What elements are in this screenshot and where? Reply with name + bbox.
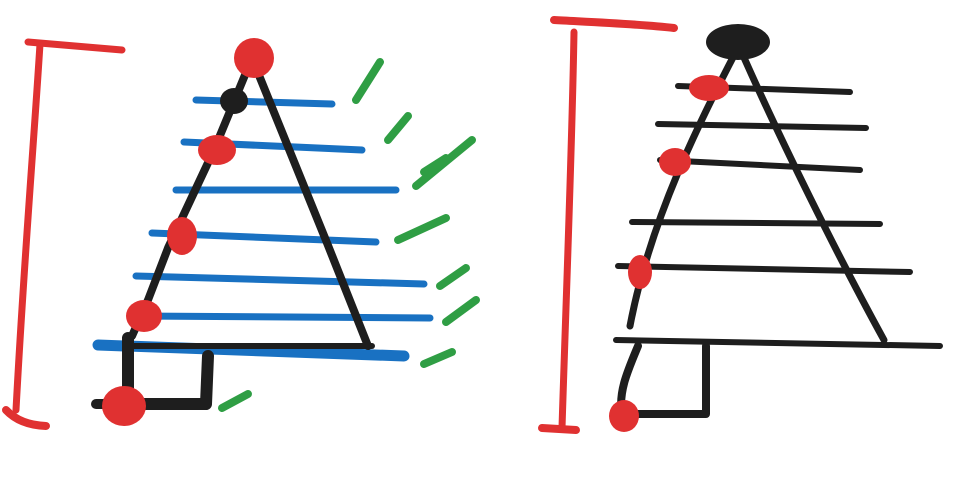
green-mark-4 <box>394 214 450 244</box>
left-dot-top <box>234 38 274 78</box>
green-mark-5 <box>436 264 470 290</box>
green-mark-1 <box>352 58 384 104</box>
right-dot-3 <box>628 255 652 289</box>
left-rung-1 <box>192 96 336 108</box>
right-rung-base <box>613 337 943 349</box>
right-tree-outline <box>617 40 888 418</box>
right-bracket-vertical <box>558 28 578 432</box>
green-mark-8 <box>218 390 252 412</box>
left-bracket-bottom-bar <box>2 406 50 430</box>
left-tree-right-edge <box>248 54 372 350</box>
right-dot-2 <box>659 148 691 176</box>
right-rung-5 <box>615 263 913 275</box>
right-height-bracket <box>538 16 678 434</box>
green-mark-6 <box>442 296 480 326</box>
right-dot-1 <box>689 75 729 101</box>
left-dot-3 <box>167 217 197 255</box>
right-rung-4 <box>629 219 883 227</box>
left-dot-2 <box>198 135 236 165</box>
left-green-marks <box>218 58 480 412</box>
green-mark-3b <box>420 154 450 176</box>
left-black-knot <box>220 88 248 114</box>
right-black-top <box>706 24 770 60</box>
left-sketch <box>2 38 480 430</box>
left-dot-base <box>102 386 146 426</box>
left-dots <box>102 38 274 426</box>
left-rung-5 <box>132 272 428 288</box>
right-sketch <box>538 16 943 434</box>
left-height-bracket <box>2 38 126 430</box>
right-bracket-bottom-bar <box>538 424 580 434</box>
left-rung-6 <box>132 312 434 322</box>
right-bracket-top-bar <box>550 16 678 32</box>
green-mark-2 <box>384 112 412 144</box>
right-rung-3 <box>657 157 863 173</box>
left-dot-4 <box>126 300 162 332</box>
right-tree-right-edge <box>734 40 888 344</box>
right-dots <box>609 24 770 432</box>
left-bracket-vertical <box>12 40 44 414</box>
right-black-rungs <box>613 83 943 349</box>
green-mark-7 <box>420 348 456 368</box>
left-bracket-top-bar <box>24 38 126 54</box>
right-rung-2 <box>655 121 869 131</box>
right-trunk <box>617 342 710 418</box>
right-dot-base <box>609 400 639 432</box>
